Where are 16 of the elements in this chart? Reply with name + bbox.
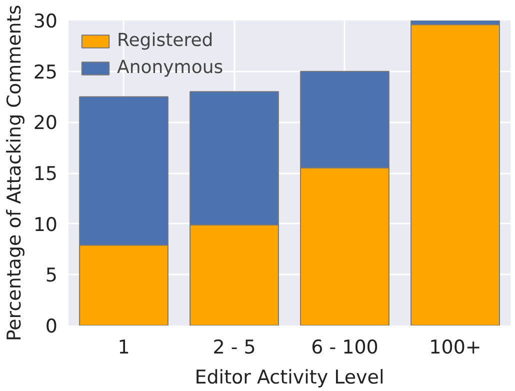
y-axis-title: Percentage of Attacking Comments: [3, 4, 26, 342]
legend-label: Anonymous: [117, 57, 224, 78]
y-tick-label: 20: [33, 112, 58, 134]
x-tick-label: 6 - 100: [311, 336, 378, 358]
y-tick-label: 0: [45, 316, 58, 338]
y-tick-label: 10: [33, 214, 58, 236]
x-tick-label: 1: [118, 336, 130, 358]
bar: [410, 24, 500, 326]
y-tick-label: 25: [33, 61, 58, 84]
x-tick-label: 2 - 5: [212, 336, 256, 358]
legend-label: Registered: [117, 30, 214, 51]
y-tick-label: 30: [33, 10, 58, 32]
y-tick-label: 15: [33, 163, 58, 185]
x-tick-label: 100+: [429, 336, 482, 358]
x-axis-title: Editor Activity Level: [194, 366, 384, 388]
y-tick-label: 5: [45, 264, 58, 287]
